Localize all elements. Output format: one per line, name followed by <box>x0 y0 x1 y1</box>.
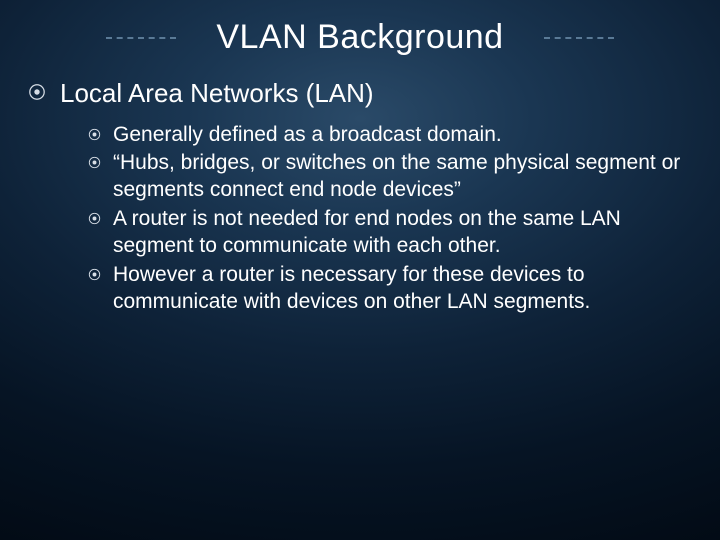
bullet-icon <box>88 128 101 141</box>
bullet-icon <box>88 156 101 169</box>
list-item-text: Generally defined as a broadcast domain. <box>113 122 502 149</box>
level1-list: Local Area Networks (LAN) <box>28 77 690 110</box>
slide-title: VLAN Background <box>216 18 503 57</box>
list-item: However a router is necessary for these … <box>88 262 690 316</box>
list-item-text: However a router is necessary for these … <box>113 262 690 316</box>
list-item-text: A router is not needed for end nodes on … <box>113 206 690 260</box>
list-item: A router is not needed for end nodes on … <box>88 206 690 260</box>
content-area: Local Area Networks (LAN) Generally defi… <box>0 77 720 316</box>
title-row: VLAN Background <box>0 0 720 77</box>
level2-list: Generally defined as a broadcast domain.… <box>88 122 690 316</box>
list-item-text: Local Area Networks (LAN) <box>60 77 374 110</box>
list-item: “Hubs, bridges, or switches on the same … <box>88 150 690 204</box>
list-item-text: “Hubs, bridges, or switches on the same … <box>113 150 690 204</box>
list-item: Generally defined as a broadcast domain. <box>88 122 690 149</box>
bullet-icon <box>88 212 101 225</box>
title-decor-left <box>106 37 176 39</box>
bullet-icon <box>28 83 46 101</box>
list-item: Local Area Networks (LAN) <box>28 77 690 110</box>
title-decor-right <box>544 37 614 39</box>
bullet-icon <box>88 268 101 281</box>
